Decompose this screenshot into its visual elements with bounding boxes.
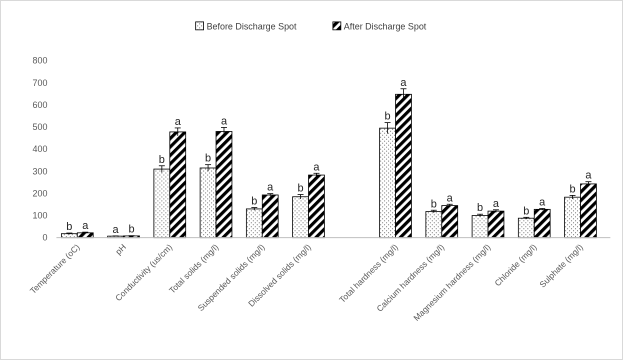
- bar-before: [425, 211, 443, 239]
- significance-label: a: [400, 77, 407, 89]
- bar-after: [76, 232, 94, 239]
- bar-after: [580, 183, 597, 239]
- legend-label-after: After Discharge Spot: [344, 21, 427, 31]
- bar-after: [487, 210, 505, 239]
- y-tick-label: 0: [42, 233, 47, 243]
- bar-after: [261, 194, 279, 239]
- significance-label: a: [313, 161, 320, 173]
- bar-before: [517, 217, 535, 239]
- y-tick-label: 800: [33, 56, 48, 66]
- y-tick-label: 100: [33, 211, 48, 221]
- legend-label-before: Before Discharge Spot: [207, 21, 297, 31]
- bar-before: [564, 196, 581, 239]
- bar-after: [533, 208, 551, 239]
- significance-label: a: [585, 170, 592, 182]
- significance-label: b: [159, 154, 165, 166]
- bar-after: [308, 174, 325, 239]
- x-tick-label: Total solids (mg/l): [167, 242, 221, 296]
- significance-label: a: [175, 116, 182, 128]
- significance-label: b: [66, 221, 72, 233]
- legend-swatch-before: [195, 21, 205, 31]
- y-tick-label: 700: [33, 78, 48, 88]
- significance-label: b: [477, 202, 483, 214]
- significance-label: b: [570, 183, 576, 195]
- bar-before: [199, 167, 217, 239]
- significance-label: a: [221, 116, 228, 128]
- bar-before: [379, 127, 396, 239]
- bar-before: [471, 215, 489, 239]
- significance-label: b: [205, 153, 211, 165]
- significance-label: a: [539, 196, 546, 208]
- legend: Before Discharge Spot After Discharge Sp…: [195, 21, 427, 31]
- significance-label: b: [298, 183, 304, 195]
- significance-label: a: [113, 224, 120, 236]
- x-tick-label: pH: [113, 242, 128, 257]
- y-tick-label: 200: [33, 188, 48, 198]
- bar-after: [169, 131, 187, 239]
- x-tick-label: Magnesium hardness (mg/l): [411, 242, 492, 323]
- y-tick-label: 600: [33, 100, 48, 110]
- x-tick-label: Temperature (oC): [28, 242, 82, 296]
- significance-label: a: [493, 198, 500, 210]
- significance-label: a: [82, 220, 89, 232]
- significance-label: b: [385, 111, 391, 123]
- bar-after: [441, 205, 459, 239]
- x-tick-label: Sulphate (mg/l): [537, 242, 585, 290]
- y-tick-label: 300: [33, 166, 48, 176]
- x-tick-label: Chloride (mg/l): [492, 242, 538, 288]
- y-tick-label: 400: [33, 144, 48, 154]
- bar-before: [153, 168, 171, 239]
- significance-label: a: [447, 192, 454, 204]
- y-tick-label: 500: [33, 122, 48, 132]
- significance-label: b: [251, 196, 257, 208]
- significance-label: a: [267, 182, 274, 194]
- legend-swatch-after: [332, 21, 342, 31]
- significance-label: b: [431, 198, 437, 210]
- bar-before: [245, 208, 263, 239]
- y-axis: 0 100 200 300 400 500 600 700 800: [33, 56, 48, 243]
- bar-after: [395, 93, 412, 239]
- bar-after: [215, 131, 233, 239]
- significance-label: b: [128, 224, 134, 236]
- bar-before: [292, 196, 309, 239]
- significance-label: b: [523, 205, 529, 217]
